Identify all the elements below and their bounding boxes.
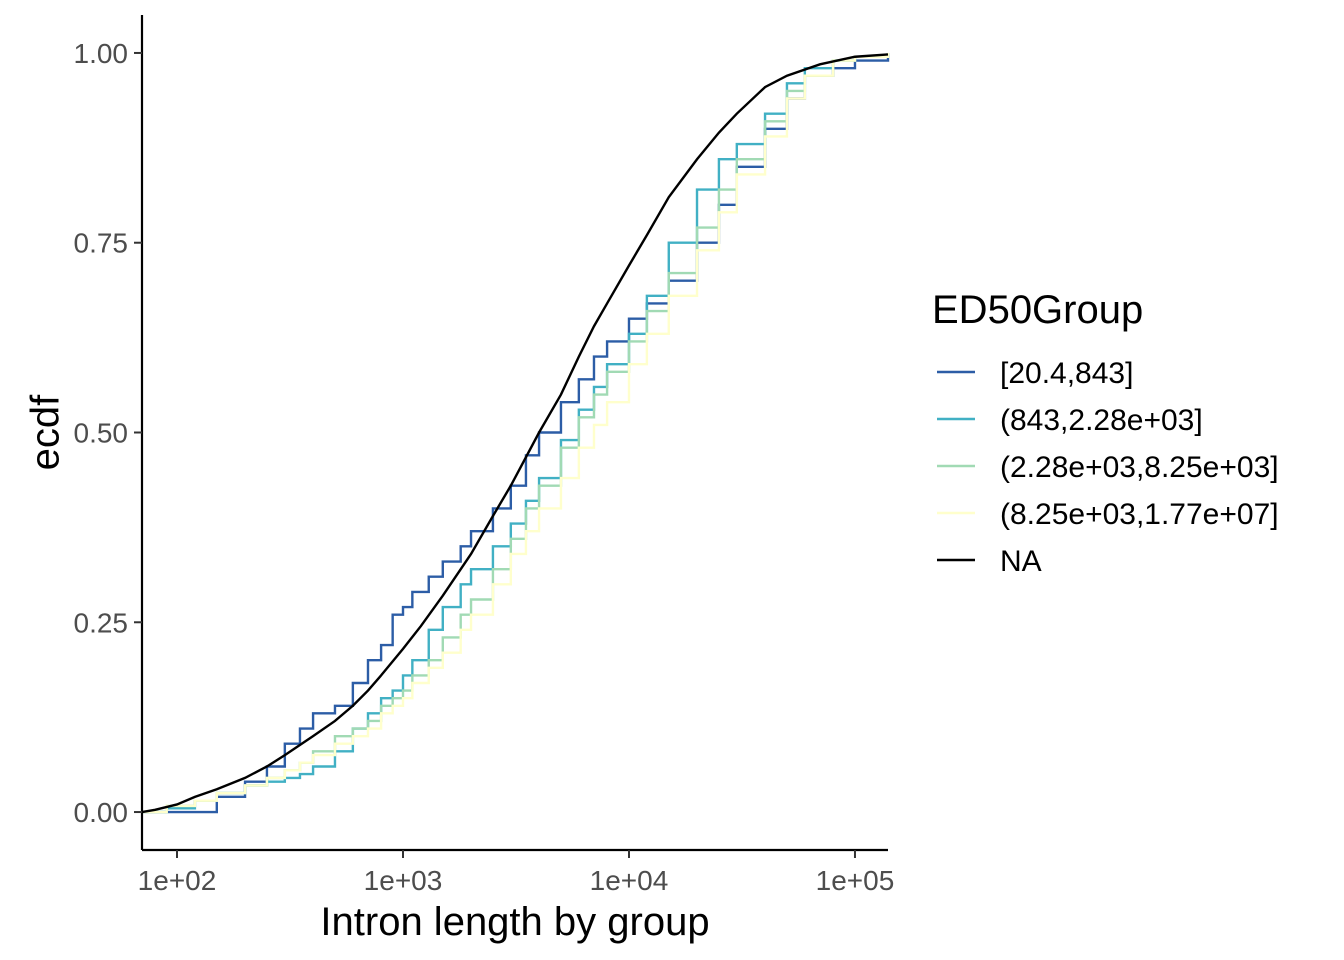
ticks-layer: 1e+02 1e+03 1e+04 1e+05 0.00 0.25 0.50 0.75 1.00: [74, 38, 895, 896]
legend-title: ED50Group: [932, 288, 1143, 332]
series-line-1: [142, 52, 890, 814]
x-tick-label: 1e+04: [590, 865, 669, 896]
y-tick-label: 0.75: [74, 228, 129, 259]
axes-layer: [140, 15, 888, 852]
x-tick-label: 1e+03: [364, 865, 443, 896]
series-line-2: [142, 52, 890, 814]
y-tick-label: 0.50: [74, 418, 129, 449]
y-tick-label: 0.00: [74, 797, 129, 828]
y-axis-title: ecdf: [24, 394, 68, 470]
legend-items: [20.4,843] (843,2.28e+03] (2.28e+03,8.25e+…: [937, 357, 1279, 578]
y-tick-label: 1.00: [74, 38, 129, 69]
legend-label-3: (8.25e+03,1.77e+07]: [1000, 498, 1279, 531]
y-tick-label: 0.25: [74, 607, 129, 638]
series-line-0: [142, 52, 890, 814]
legend-label-4: NA: [1000, 545, 1042, 578]
series-line-3: [142, 52, 890, 814]
series-layer: [141, 52, 890, 814]
x-tick-label: 1e+02: [138, 865, 217, 896]
legend-label-1: (843,2.28e+03]: [1000, 404, 1203, 437]
legend-label-2: (2.28e+03,8.25e+03]: [1000, 451, 1279, 484]
x-tick-label: 1e+05: [816, 865, 895, 896]
legend: ED50Group [20.4,843] (843,2.28e+03] (2.28e…: [932, 288, 1279, 578]
x-axis-title: Intron length by group: [320, 900, 709, 944]
series-line-4: [141, 53, 889, 814]
legend-label-0: [20.4,843]: [1000, 357, 1133, 390]
